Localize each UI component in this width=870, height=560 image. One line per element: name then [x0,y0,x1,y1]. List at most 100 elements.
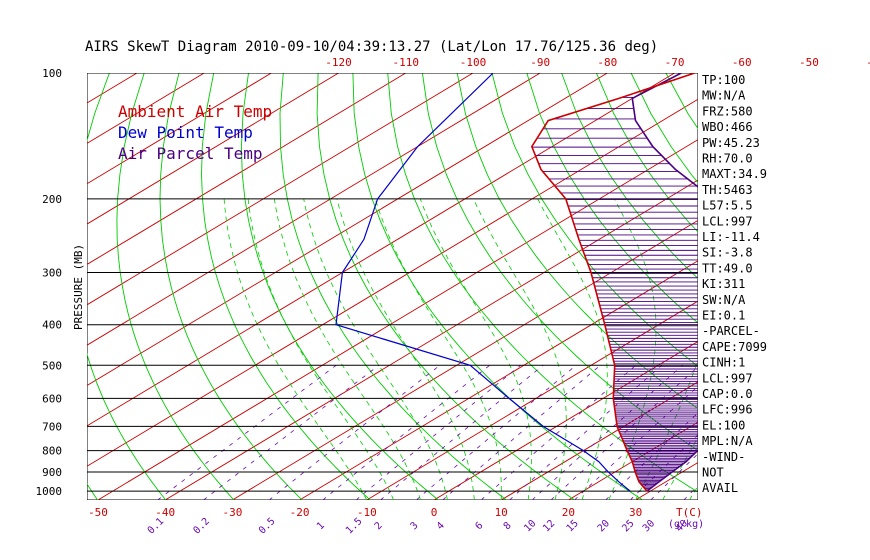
bottom-temp-tick-label: 20 [562,506,575,519]
pressure-tick-label: 200 [42,193,62,206]
top-temp-tick-label: -50 [799,56,819,69]
bottom-temp-tick-label: -10 [357,506,377,519]
moist-adiabat [336,198,475,500]
mixing-ratio-line [509,364,663,500]
top-temp-tick-label: -100 [460,56,487,69]
index-entry: -PARCEL- [702,324,760,338]
index-entry: WBO:466 [702,120,753,134]
moist-adiabat [473,198,567,500]
moist-adiabat [537,198,608,500]
mixing-ratio-tick-label: 0.2 [192,516,213,537]
mixing-ratio-tick-label: 10 [522,518,538,534]
top-temp-tick-label: -120 [325,56,352,69]
x-axis-unit-label: T(C) [676,506,703,519]
isotherm [299,260,698,500]
dry-adiabat [840,73,870,500]
moist-adiabat [247,198,395,500]
mixing-ratio-line [683,485,698,500]
dry-adiabat [279,73,507,500]
dry-adiabat [316,73,575,500]
index-entry: TT:49.0 [702,261,753,275]
isotherm [87,73,675,427]
isotherm [87,73,608,387]
pressure-tick-label: 600 [42,392,62,405]
index-entry: MPL:N/A [702,434,753,448]
mixing-ratio-tick-label: 4 [435,520,447,532]
mixing-ratio-line [442,364,601,500]
index-entry: SI:-3.8 [702,246,753,260]
isotherm [87,73,541,346]
moist-adiabat [662,436,698,500]
bottom-temp-tick-label: 10 [495,506,508,519]
dry-adiabat [201,73,371,500]
mixing-ratio-line [203,364,380,500]
moist-adiabat [303,198,448,500]
index-entry: CAP:0.0 [702,387,753,401]
dry-adiabat [159,73,303,500]
dry-adiabat [456,73,698,410]
moist-adiabat [419,198,532,500]
isotherm [500,381,698,500]
index-entry: L57:5.5 [702,199,753,213]
pressure-tick-label: 500 [42,359,62,372]
bottom-temp-tick-label: -50 [88,506,108,519]
dry-adiabat [805,73,870,500]
pressure-tick-label: 300 [42,267,62,280]
mixing-ratio-line [416,364,577,500]
dry-adiabat [491,73,698,367]
mixing-ratio-tick-label: 6 [473,520,485,532]
isotherm [87,73,138,104]
isotherm [87,73,406,265]
bottom-temp-tick-label: -30 [222,506,242,519]
isotherm [433,340,698,500]
isotherm [87,73,339,225]
index-entry: -WIND- [702,450,745,464]
isotherm [770,73,870,500]
mixing-ratio-line [531,364,683,500]
index-entry: FRZ:580 [702,104,753,118]
mixing-ratio-line [480,364,637,500]
dry-adiabat [770,73,870,500]
index-entry: TP:100 [702,73,745,87]
legend-parcel: Air Parcel Temp [118,144,263,163]
index-entry: LFC:996 [702,403,753,417]
index-entry: EI:0.1 [702,309,745,323]
mixing-ratio-tick-label: 30 [641,518,657,534]
mixing-ratio-line [355,364,521,500]
bottom-temp-tick-label: 0 [431,506,438,519]
index-entry: EL:100 [702,418,745,432]
pressure-tick-label: 800 [42,445,62,458]
isotherm [87,73,272,185]
moist-adiabat [273,198,421,500]
mixing-ratio-tick-label: 20 [596,518,612,534]
bottom-temp-tick-label: -40 [155,506,175,519]
pressure-tick-label: 900 [42,466,62,479]
isotherm [568,421,698,500]
isotherm [97,139,698,500]
mixing-ratio-tick-label: 8 [502,520,514,532]
index-entry: SW:N/A [702,293,746,307]
dry-adiabat [352,73,644,500]
dry-adiabat [0,73,40,500]
mixing-ratio-tick-label: 3 [409,520,421,532]
cape-hatch [531,85,698,491]
bottom-temp-tick-label: -20 [290,506,310,519]
dry-adiabat [116,73,235,500]
dry-adiabat [240,73,439,500]
top-temp-tick-label: -90 [530,56,550,69]
mixing-ratio-tick-label: 2 [373,520,385,532]
isotherm [232,219,698,500]
isotherm [0,73,70,500]
index-entry: MW:N/A [702,89,746,103]
pressure-tick-label: 1000 [36,485,63,498]
top-temp-tick-label: -70 [665,56,685,69]
mixing-ratio-line [157,364,337,500]
index-entry: MAXT:34.9 [702,167,767,181]
pressure-axis-label: PRESSURE (MB) [72,244,85,330]
index-entry: AVAIL [702,481,738,495]
mixing-ratio-tick-label: 1 [315,520,327,532]
mixing-ratio-line [322,364,490,500]
index-entry: CAPE:7099 [702,340,767,354]
